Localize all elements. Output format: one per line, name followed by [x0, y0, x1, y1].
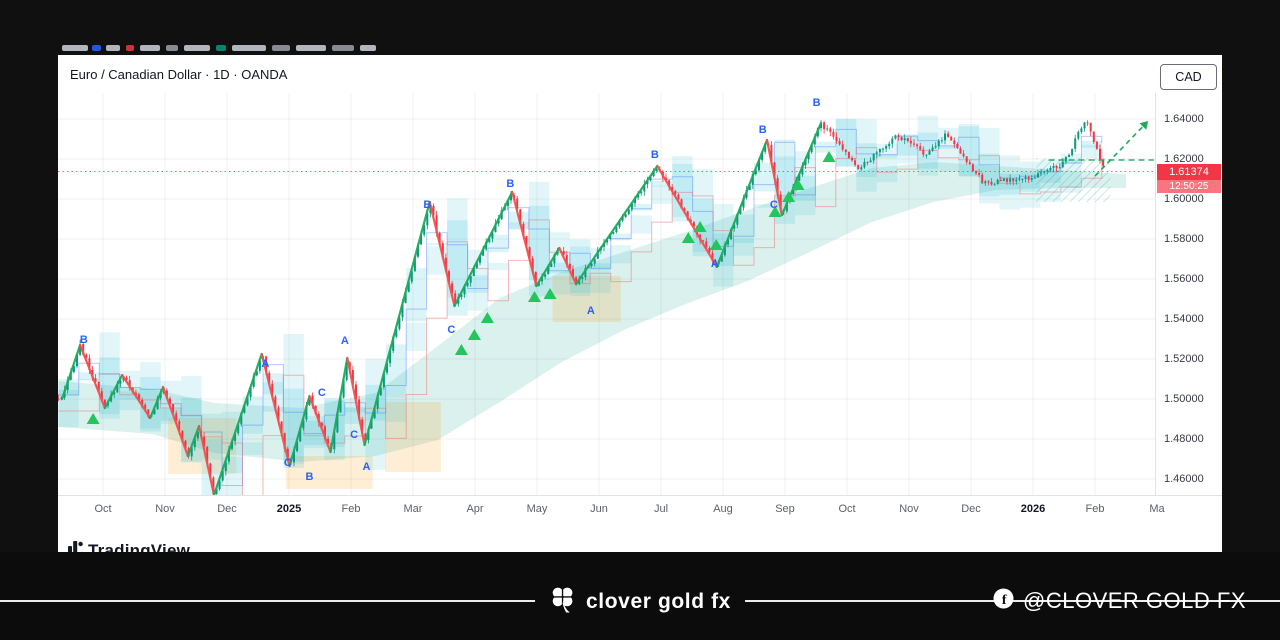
tradingview-logo-icon	[68, 541, 83, 552]
time-axis-label: Dec	[961, 503, 981, 515]
price-axis-label: 1.52000	[1164, 353, 1204, 365]
price-axis-label: 1.64000	[1164, 113, 1204, 125]
price-axis-label: 1.54000	[1164, 313, 1204, 325]
price-scale[interactable]: 1.61374 12:50:25 1.64000 1.62000 1.60000 1.…	[1155, 93, 1222, 495]
facebook-icon: f	[993, 588, 1014, 614]
brand-name: clover gold fx	[586, 589, 731, 613]
time-axis-label: May	[526, 503, 548, 515]
price-axis-label: 1.58000	[1164, 233, 1204, 245]
time-axis-label: Oct	[94, 503, 112, 515]
price-axis-label: 1.62000	[1164, 153, 1204, 165]
time-axis-label: Feb	[341, 503, 361, 515]
time-axis-label: Ma	[1149, 503, 1165, 515]
chart-canvas[interactable]: B A C C B A C A B C B A B A B C B	[58, 93, 1155, 495]
price-axis-label: 1.46000	[1164, 473, 1204, 485]
social-handle-group: f @CLOVER GOLD FX	[993, 588, 1246, 614]
time-axis-label: 2026	[1020, 503, 1046, 515]
svg-text:C: C	[770, 199, 778, 211]
svg-text:B: B	[423, 199, 431, 211]
clover-icon	[549, 585, 575, 618]
svg-text:A: A	[711, 258, 719, 270]
bar-countdown-badge: 12:50:25	[1157, 179, 1221, 193]
price-axis-label: 1.50000	[1164, 393, 1204, 405]
time-axis-label: Oct	[838, 503, 856, 515]
time-axis-label: Nov	[899, 503, 919, 515]
price-axis-label: 1.60000	[1164, 193, 1204, 205]
svg-text:B: B	[506, 178, 514, 190]
svg-text:A: A	[261, 358, 269, 370]
svg-text:B: B	[306, 471, 314, 483]
time-axis-label: Aug	[713, 503, 733, 515]
time-axis-label: Dec	[217, 503, 237, 515]
time-axis-label: Apr	[466, 503, 484, 515]
svg-text:C: C	[447, 324, 455, 336]
footer-banner: clover gold fx f @CLOVER GOLD FX	[0, 552, 1280, 640]
svg-text:A: A	[341, 335, 349, 347]
svg-text:B: B	[80, 334, 88, 346]
svg-text:C: C	[350, 429, 358, 441]
time-axis-label: Jun	[590, 503, 608, 515]
time-axis-label: Mar	[403, 503, 423, 515]
clipped-toolbar-fragments	[58, 44, 598, 53]
time-axis-label: Nov	[155, 503, 175, 515]
current-price-badge: 1.61374	[1157, 163, 1221, 180]
tradingview-logo[interactable]: TradingView	[68, 541, 190, 552]
social-handle-text: @CLOVER GOLD FX	[1023, 588, 1246, 613]
svg-text:B: B	[813, 97, 821, 109]
chart-window: Euro / Canadian Dollar · 1D · OANDA CAD …	[58, 55, 1222, 552]
time-axis-label: Sep	[775, 503, 795, 515]
svg-text:B: B	[759, 124, 767, 136]
svg-text:f: f	[1002, 593, 1007, 608]
time-axis-label: 2025	[276, 503, 302, 515]
svg-text:C: C	[284, 457, 292, 469]
time-axis-label: Feb	[1085, 503, 1105, 515]
svg-text:C: C	[318, 387, 326, 399]
tradingview-logo-text: TradingView	[88, 541, 191, 552]
time-scale[interactable]: Oct Nov Dec 2025 Feb Mar Apr May Jun Jul Aug Sep Oct…	[58, 495, 1222, 523]
footer-divider-left	[0, 600, 545, 602]
currency-button[interactable]: CAD	[1160, 64, 1217, 90]
price-plot: B A C C B A C A B C B A B A B C B	[58, 93, 1155, 495]
svg-text:A: A	[587, 305, 595, 317]
price-axis-label: 1.56000	[1164, 273, 1204, 285]
svg-text:A: A	[363, 461, 371, 473]
svg-text:B: B	[651, 149, 659, 161]
symbol-legend[interactable]: Euro / Canadian Dollar · 1D · OANDA	[70, 67, 288, 82]
time-axis-label: Jul	[653, 503, 669, 515]
chart-header: Euro / Canadian Dollar · 1D · OANDA CAD	[58, 55, 1222, 93]
price-axis-label: 1.48000	[1164, 433, 1204, 445]
brand-group: clover gold fx	[535, 585, 745, 618]
